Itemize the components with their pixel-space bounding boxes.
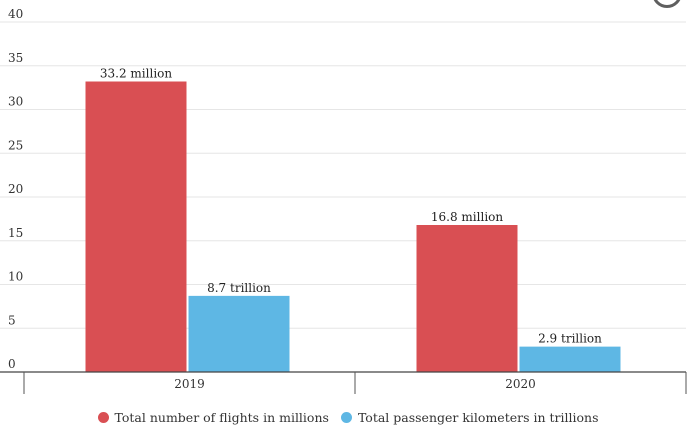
legend-item-flights[interactable]: Total number of flights in millions (97, 410, 329, 425)
bar-2019-series-1 (188, 295, 290, 372)
y-tick-label-35: 35 (8, 51, 23, 65)
data-label-2019-series-1: 8.7 trillion (207, 281, 271, 295)
x-tick-label-2020: 2020 (505, 377, 536, 391)
bars (85, 81, 621, 372)
legend-swatch-flights (97, 412, 109, 423)
legend-swatch-passenger-km (340, 412, 352, 423)
y-tick-label-0: 0 (8, 357, 16, 371)
x-tick-label-2019: 2019 (174, 377, 205, 391)
legend-label-passenger-km: Total passenger kilometers in trillions (357, 410, 599, 425)
y-tick-label-25: 25 (8, 138, 23, 152)
bar-2019-series-0 (85, 81, 187, 372)
legend-label-flights: Total number of flights in millions (114, 410, 329, 425)
data-label-2020-series-0: 16.8 million (431, 210, 503, 224)
y-tick-label-10: 10 (8, 270, 23, 284)
y-tick-label-15: 15 (8, 226, 23, 240)
data-labels: 33.2 million 8.7 trillion 16.8 million 2.9 … (100, 67, 602, 346)
legend: Total number of flights in millions Tota… (0, 410, 696, 425)
bar-chart: 0 5 10 15 20 25 30 35 40 33.2 million 8.7 trillio… (0, 7, 687, 394)
legend-item-passenger-km[interactable]: Total passenger kilometers in trillions (340, 410, 599, 425)
data-label-2019-series-0: 33.2 million (100, 67, 172, 81)
x-axis: 2019 2020 (0, 371, 687, 394)
y-tick-label-5: 5 (8, 313, 16, 327)
bar-2020-series-0 (416, 225, 518, 372)
data-label-2020-series-1: 2.9 trillion (538, 332, 602, 346)
y-tick-label-30: 30 (8, 95, 23, 109)
bar-2020-series-1 (519, 346, 621, 372)
y-axis-ticks: 0 5 10 15 20 25 30 35 40 (8, 7, 23, 371)
y-tick-label-20: 20 (8, 182, 23, 196)
y-tick-label-40: 40 (8, 7, 23, 21)
